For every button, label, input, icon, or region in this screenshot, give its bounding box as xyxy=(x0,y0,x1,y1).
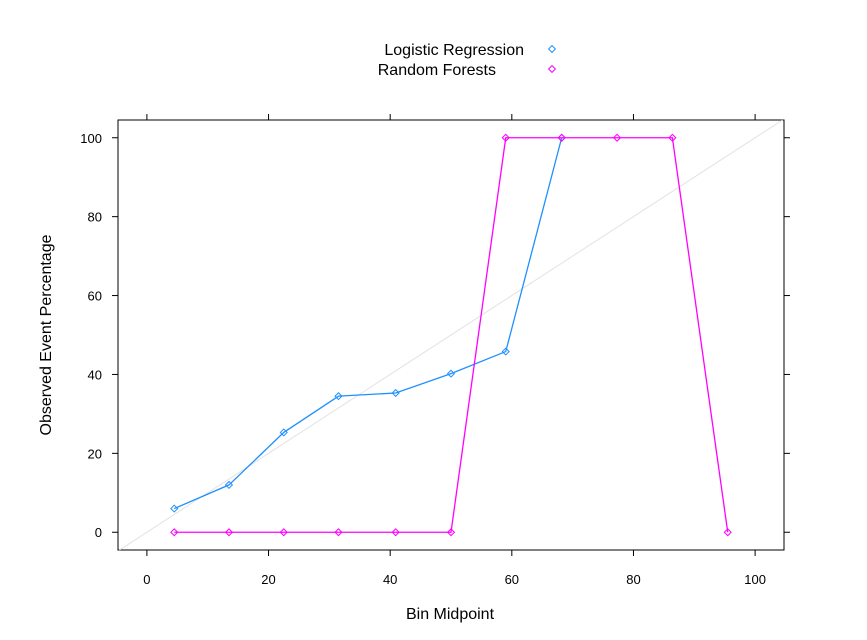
x-tick-label: 0 xyxy=(143,572,150,587)
data-point-random-forests xyxy=(279,528,288,537)
data-point-random-forests xyxy=(501,133,510,142)
x-axis: 0 20 40 60 80 100 xyxy=(143,114,766,587)
series-line-random-forests xyxy=(174,137,729,533)
x-tick-label: 100 xyxy=(744,572,766,587)
y-tick-label: 80 xyxy=(88,210,102,225)
data-point-random-forests xyxy=(170,528,179,537)
data-point-logistic-regression xyxy=(391,388,400,398)
x-tick-label: 60 xyxy=(505,572,519,587)
series-layer xyxy=(170,133,732,537)
plot-frame xyxy=(117,119,785,551)
legend-label-logistic-regression: Logistic Regression xyxy=(384,42,524,59)
y-axis: 0 20 40 60 80 100 xyxy=(80,131,790,540)
y-tick-label: 100 xyxy=(80,131,102,146)
y-tick-label: 0 xyxy=(95,525,102,540)
data-point-random-forests xyxy=(334,528,343,537)
data-point-random-forests xyxy=(668,133,677,142)
y-tick-label: 60 xyxy=(88,289,102,304)
series-line-logistic-regression xyxy=(174,137,563,510)
legend-label-random-forests: Random Forests xyxy=(378,62,496,79)
legend-marker-random-forests xyxy=(547,64,557,74)
data-point-random-forests xyxy=(557,133,566,142)
data-point-random-forests xyxy=(224,528,234,537)
legend-marker-logistic-regression xyxy=(547,44,557,54)
data-point-random-forests xyxy=(723,528,732,537)
x-axis-title: Bin Midpoint xyxy=(406,606,495,623)
x-tick-label: 80 xyxy=(626,572,640,587)
data-point-logistic-regression xyxy=(334,392,343,401)
reference-diagonal-line xyxy=(119,119,783,551)
data-point-logistic-regression xyxy=(279,428,288,437)
y-axis-title: Observed Event Percentage xyxy=(38,234,55,435)
legend: Logistic Regression Random Forests xyxy=(378,42,557,79)
y-tick-label: 40 xyxy=(88,367,102,382)
data-point-random-forests xyxy=(612,133,622,142)
data-point-logistic-regression xyxy=(501,347,510,356)
data-point-logistic-regression xyxy=(170,504,179,513)
y-tick-label: 20 xyxy=(88,446,102,461)
data-point-logistic-regression xyxy=(224,480,234,490)
x-tick-label: 40 xyxy=(383,572,397,587)
x-tick-label: 20 xyxy=(261,572,275,587)
data-point-random-forests xyxy=(391,528,400,537)
data-point-logistic-regression xyxy=(446,369,456,378)
data-point-random-forests xyxy=(446,528,456,537)
